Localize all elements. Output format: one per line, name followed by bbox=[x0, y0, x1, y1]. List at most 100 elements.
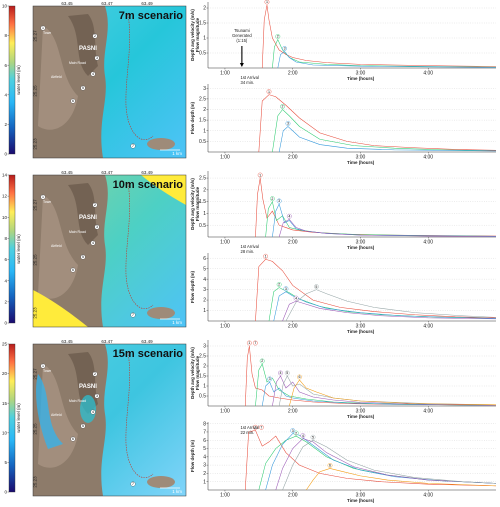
x-axis-label: Time (hours) bbox=[347, 245, 375, 250]
svg-text:1st Arrival: 1st Arrival bbox=[240, 425, 258, 430]
x-tick-label: 4:00 bbox=[423, 493, 433, 499]
y-tick-label: 1 bbox=[203, 211, 206, 217]
series-line bbox=[275, 438, 496, 490]
svg-text:2: 2 bbox=[94, 34, 96, 38]
svg-text:3: 3 bbox=[278, 199, 280, 203]
y-axis-label: Depth avg velocity (m/s) bbox=[190, 347, 195, 399]
series-line bbox=[261, 4, 496, 68]
svg-text:5: 5 bbox=[286, 371, 288, 375]
gauge-marker: 1 bbox=[40, 25, 46, 31]
town-label: PASNI bbox=[79, 46, 97, 52]
svg-text:6: 6 bbox=[72, 99, 74, 103]
peak-label: 2 bbox=[276, 282, 282, 287]
svg-text:1: 1 bbox=[42, 195, 44, 199]
y-tick-label: 3 bbox=[203, 463, 206, 469]
place-label: Airfield bbox=[51, 75, 62, 79]
svg-text:7: 7 bbox=[132, 313, 134, 317]
x-tick-label: 2:00 bbox=[288, 409, 298, 415]
map-lat-tick: 25.25 bbox=[33, 423, 38, 435]
place-label: Town bbox=[43, 369, 51, 373]
svg-text:Tsunami: Tsunami bbox=[234, 28, 250, 33]
series-line bbox=[265, 433, 496, 490]
place-label: Main Road bbox=[69, 399, 86, 403]
peak-label: 4 bbox=[300, 433, 306, 438]
colorbar-tick: 12 bbox=[2, 194, 8, 199]
map-lon-tick: 63.47 bbox=[101, 170, 113, 175]
gauge-marker: 7 bbox=[130, 143, 136, 149]
gauge-marker: 6 bbox=[70, 267, 76, 273]
svg-text:5: 5 bbox=[82, 86, 84, 90]
x-tick-label: 2:00 bbox=[288, 493, 298, 499]
peak-label: 2 bbox=[275, 34, 281, 39]
series-line bbox=[244, 429, 496, 490]
x-tick-label: 4:00 bbox=[423, 409, 433, 415]
peak-label: 4 bbox=[278, 370, 283, 376]
svg-text:1st Arrival: 1st Arrival bbox=[240, 75, 258, 80]
y-tick-label: 2.5 bbox=[199, 176, 206, 182]
svg-text:2: 2 bbox=[278, 283, 280, 287]
y-tick-label: 2.5 bbox=[199, 96, 206, 102]
map bbox=[32, 174, 187, 328]
svg-text:7: 7 bbox=[132, 482, 134, 486]
y-tick-label: 2.5 bbox=[199, 354, 206, 360]
map-lon-tick: 63.45 bbox=[61, 339, 73, 344]
x-axis-label: Time (hours) bbox=[347, 414, 375, 419]
x-tick-label: 2:00 bbox=[288, 155, 298, 161]
svg-text:(1:15): (1:15) bbox=[236, 38, 248, 43]
series-line bbox=[244, 345, 496, 406]
series-line bbox=[282, 439, 496, 490]
series-line bbox=[277, 51, 496, 68]
svg-text:3: 3 bbox=[96, 394, 98, 398]
svg-text:2: 2 bbox=[94, 372, 96, 376]
y-tick-label: 2 bbox=[203, 298, 206, 304]
y-tick-label: 2 bbox=[203, 187, 206, 193]
x-tick-label: 3:00 bbox=[356, 409, 366, 415]
colorbar-tick: 4 bbox=[4, 278, 7, 283]
transect-line bbox=[125, 351, 154, 479]
svg-text:6: 6 bbox=[329, 464, 331, 468]
map-lon-tick: 63.47 bbox=[101, 339, 113, 344]
map-lat-tick: 25.27 bbox=[33, 30, 38, 42]
x-axis-label: Time (hours) bbox=[347, 498, 375, 503]
peak-label: 2 bbox=[259, 358, 265, 364]
x-tick-label: 3:00 bbox=[356, 324, 366, 330]
svg-text:1: 1 bbox=[42, 26, 44, 30]
colorbar-label: water level (m) bbox=[16, 234, 21, 264]
svg-text:2: 2 bbox=[277, 35, 279, 39]
svg-text:5: 5 bbox=[82, 255, 84, 259]
place-label: Main Road bbox=[69, 61, 86, 65]
x-tick-label: 4:00 bbox=[423, 240, 433, 246]
series-line bbox=[255, 258, 496, 321]
scenario-title: 10m scenario bbox=[113, 179, 184, 191]
colorbar-tick: 15 bbox=[2, 401, 8, 406]
svg-text:5: 5 bbox=[315, 285, 317, 289]
colorbar bbox=[8, 343, 16, 493]
x-tick-label: 1:00 bbox=[220, 240, 230, 246]
peak-label: 2 bbox=[293, 430, 299, 436]
colorbar-tick: 6 bbox=[4, 63, 7, 68]
y-tick-label: 1 bbox=[203, 479, 206, 485]
colorbar-tick: 0 bbox=[4, 321, 7, 326]
peak-label: 1 bbox=[266, 89, 272, 95]
gauge-marker: 1 bbox=[40, 363, 46, 369]
svg-text:2: 2 bbox=[94, 203, 96, 207]
scenario-panel-15m: 0 5 10 15 20 25 water level (m) 63.45 63.47 63.49… bbox=[0, 338, 500, 507]
colorbar-tick: 5 bbox=[4, 460, 7, 465]
colorbar-tick: 2 bbox=[4, 122, 7, 127]
colorbar-tick: 20 bbox=[2, 371, 8, 376]
peak-label: 1 bbox=[264, 0, 270, 5]
y-tick-label: 0.5 bbox=[199, 394, 206, 400]
peak-label: 3 bbox=[282, 46, 287, 51]
y-tick-label: 7 bbox=[203, 430, 206, 436]
colorbar-tick: 0 bbox=[4, 152, 7, 157]
x-axis-label: Time (hours) bbox=[347, 160, 375, 165]
svg-text:4: 4 bbox=[280, 371, 282, 375]
panel-svg: 0 2 4 6 8 10 water level (m) 63.45 63.47 63.49 25.… bbox=[2, 0, 496, 165]
x-tick-label: 3:00 bbox=[356, 71, 366, 77]
gauge-marker: 2 bbox=[92, 202, 98, 208]
peak-label: 1 bbox=[246, 340, 252, 346]
y-axis-label-secondary: Flow magnitude bbox=[195, 186, 200, 221]
map-lon-tick: 63.45 bbox=[61, 170, 73, 175]
peak-label: 3 bbox=[290, 428, 296, 434]
peak-label: 3 bbox=[276, 198, 282, 204]
